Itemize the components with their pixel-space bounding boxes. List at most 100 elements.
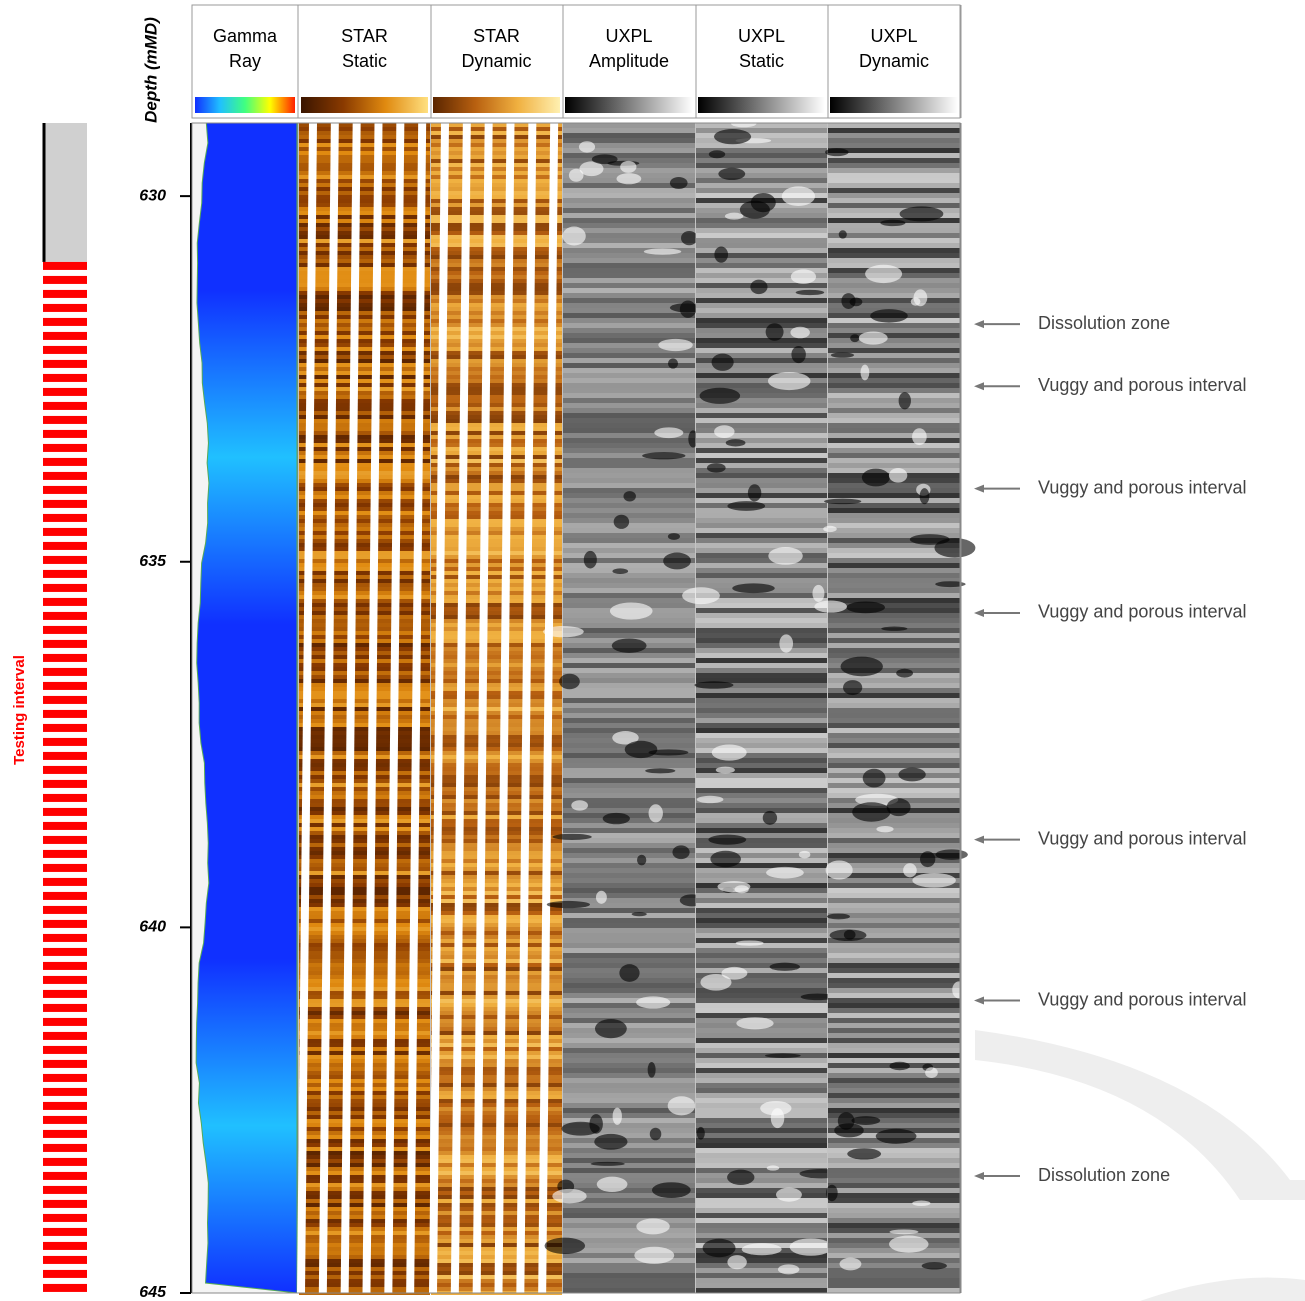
testing-stripe (43, 1129, 87, 1138)
pad-texture (299, 891, 430, 895)
testing-stripe (43, 1171, 87, 1180)
testing-stripe (43, 1241, 87, 1250)
pad-texture (299, 763, 430, 767)
image-blob (850, 334, 860, 343)
image-texture (828, 173, 960, 178)
track-title: Amplitude (589, 51, 669, 71)
image-texture (696, 143, 827, 148)
pad-texture (431, 243, 562, 247)
pad-texture (299, 815, 430, 819)
image-texture (563, 1258, 695, 1263)
image-texture (563, 673, 695, 678)
pad-texture (431, 487, 562, 491)
pad-texture (299, 519, 430, 523)
image-texture (696, 1178, 827, 1183)
pad-texture (299, 435, 430, 439)
image-texture (696, 1158, 827, 1163)
image-texture (696, 548, 827, 553)
pad-texture (431, 1039, 562, 1043)
pad-texture (299, 847, 430, 851)
pad-texture (431, 659, 562, 663)
pad-texture (431, 739, 562, 743)
pad-texture (431, 135, 562, 139)
image-texture (696, 353, 827, 358)
pad-texture (299, 391, 430, 395)
image-texture (696, 403, 827, 408)
image-texture (696, 653, 827, 658)
pad-texture (299, 1039, 430, 1043)
image-texture (563, 663, 695, 668)
pad-texture (431, 719, 562, 723)
image-texture (563, 553, 695, 558)
pad-texture (299, 887, 430, 891)
pad-texture (299, 951, 430, 955)
image-texture (696, 713, 827, 718)
image-texture (563, 1223, 695, 1228)
image-texture (563, 933, 695, 938)
image-texture (563, 303, 695, 308)
pad-texture (299, 439, 430, 443)
image-texture (563, 523, 695, 528)
image-blob (934, 538, 976, 558)
image-texture (563, 453, 695, 458)
pad-texture (431, 999, 562, 1003)
image-texture (563, 658, 695, 663)
testing-stripe (43, 723, 87, 732)
image-texture (563, 1078, 695, 1083)
pad-texture (431, 587, 562, 591)
image-blob (824, 498, 862, 505)
pad-texture (431, 271, 562, 275)
image-texture (828, 188, 960, 193)
annotation-text: Vuggy and porous interval (1038, 477, 1246, 497)
image-blob (706, 463, 726, 473)
image-texture (696, 878, 827, 883)
pad-texture (299, 671, 430, 675)
y-tick-label: 640 (139, 919, 166, 936)
image-texture (696, 513, 827, 518)
pad-texture (431, 623, 562, 627)
pad-gap (406, 123, 427, 1293)
image-texture (696, 1163, 827, 1168)
pad-gap (297, 123, 317, 1293)
pad-texture (299, 475, 430, 479)
image-texture (563, 583, 695, 588)
image-texture (828, 758, 960, 763)
pad-texture (431, 835, 562, 839)
pad-texture (299, 219, 430, 223)
image-blob (694, 681, 734, 689)
image-texture (696, 293, 827, 298)
pad-texture (299, 943, 430, 947)
testing-stripe (43, 947, 87, 956)
image-texture (563, 763, 695, 768)
pad-texture (299, 611, 430, 615)
testing-stripe (43, 485, 87, 494)
pad-texture (431, 875, 562, 879)
image-blob (714, 425, 735, 439)
image-texture (828, 1108, 960, 1113)
pad-texture (431, 427, 562, 431)
testing-stripe (43, 849, 87, 858)
image-texture (696, 408, 827, 413)
pad-gap (362, 123, 383, 1293)
image-texture (696, 463, 827, 468)
image-texture (828, 688, 960, 693)
pad-texture (431, 579, 562, 583)
image-texture (696, 823, 827, 828)
testing-stripe (43, 1115, 87, 1124)
pad-texture (299, 1051, 430, 1055)
pad-texture (299, 291, 430, 295)
image-texture (696, 693, 827, 698)
image-blob (594, 1133, 628, 1150)
pad-texture (299, 311, 430, 315)
image-blob (667, 533, 680, 540)
image-texture (828, 833, 960, 838)
pad-texture (299, 155, 430, 159)
image-texture (828, 288, 960, 293)
image-texture (696, 368, 827, 373)
pad-texture (431, 787, 562, 791)
pad-texture (431, 979, 562, 983)
image-texture (828, 1173, 960, 1178)
image-texture (563, 138, 695, 143)
pad-texture (299, 387, 430, 391)
image-texture (563, 318, 695, 323)
